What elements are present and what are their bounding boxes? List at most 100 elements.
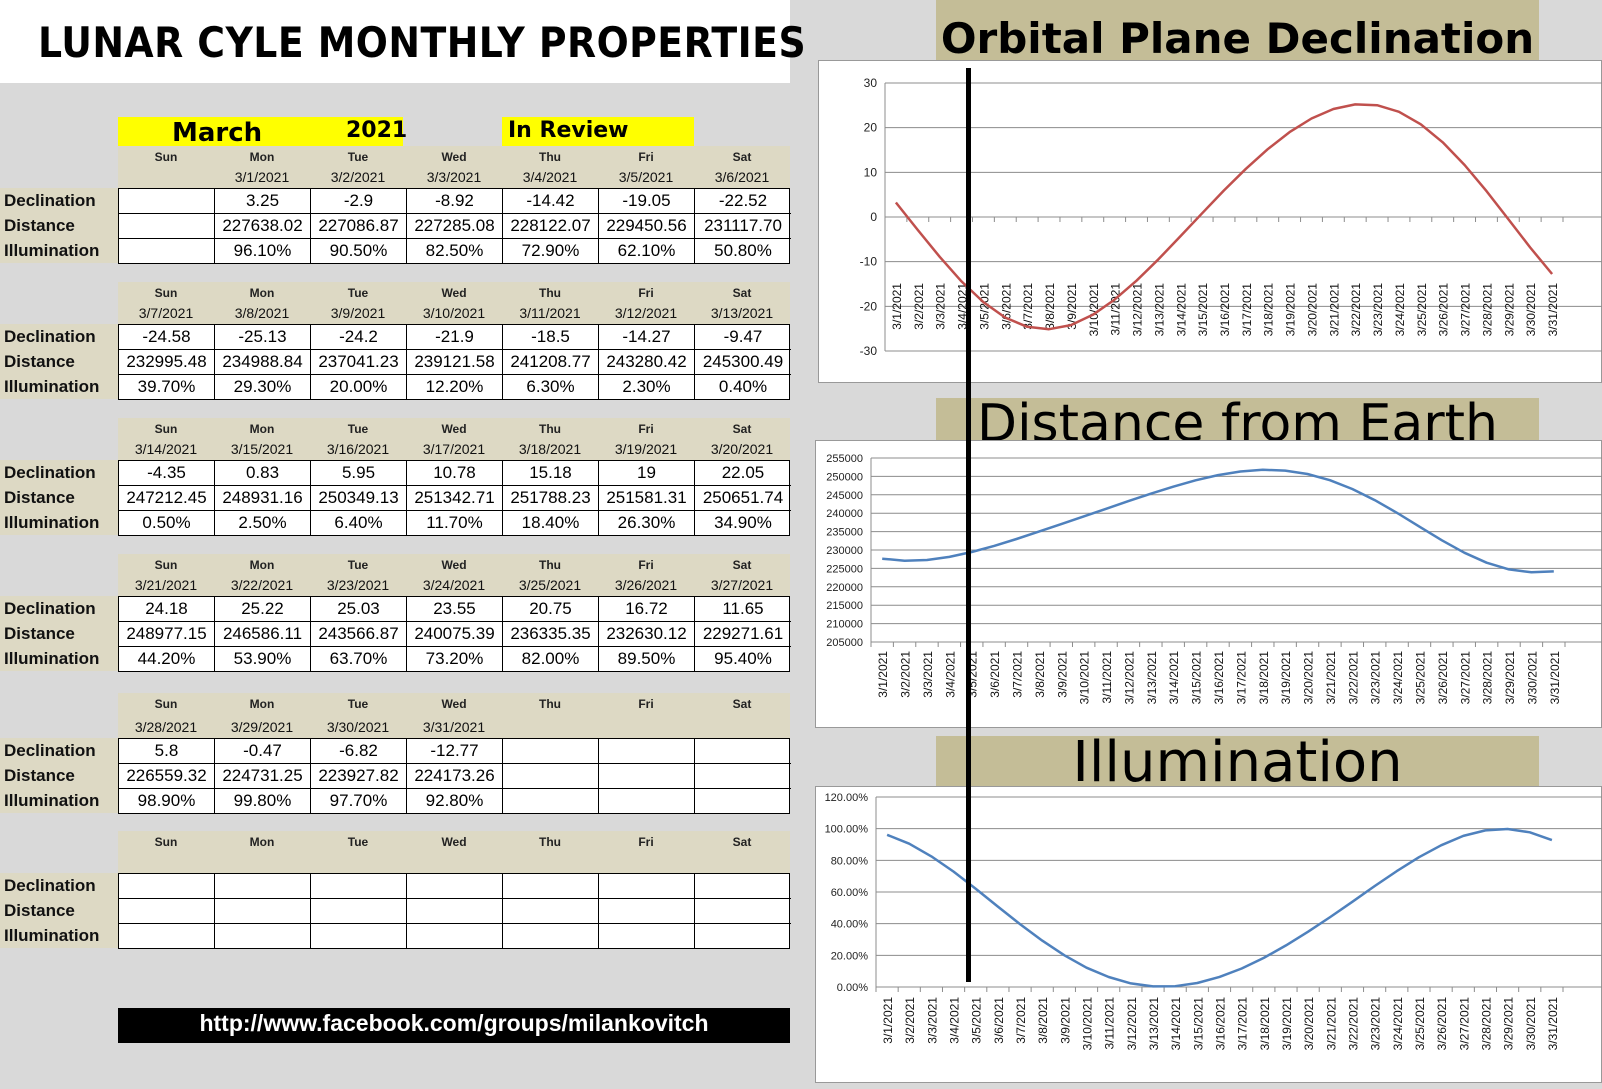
x-tick-label: 3/3/2021 (934, 283, 948, 330)
declination-cell (311, 874, 407, 899)
x-tick-label: 3/24/2021 (1391, 651, 1405, 705)
x-tick-label: 3/25/2021 (1413, 651, 1427, 705)
x-tick-label: 3/25/2021 (1415, 283, 1429, 337)
day-date: 3/18/2021 (518, 441, 582, 457)
declination-cell (119, 189, 215, 214)
y-tick-label: -10 (860, 255, 878, 269)
day-name: Sat (732, 286, 752, 300)
day-name: Mon (249, 558, 275, 572)
x-tick-label: 3/1/2021 (876, 651, 890, 698)
illumination-cell: 2.30% (599, 375, 695, 400)
day-name: Wed (441, 558, 467, 572)
x-tick-label: 3/14/2021 (1169, 997, 1183, 1051)
day-name: Sat (732, 558, 752, 572)
row-label-declination: Declination (0, 324, 118, 349)
day-date: 3/15/2021 (230, 441, 294, 457)
row-label-illumination: Illumination (0, 646, 118, 671)
x-tick-label: 3/10/2021 (1087, 283, 1101, 337)
x-tick-label: 3/11/2021 (1103, 997, 1117, 1050)
illumination-cell (215, 924, 311, 949)
y-tick-label: 120.00% (825, 792, 869, 804)
distance-title-box (936, 398, 1539, 440)
y-tick-label: 205000 (826, 637, 863, 649)
day-name: Wed (441, 422, 467, 436)
x-tick-label: 3/27/2021 (1457, 997, 1471, 1051)
x-tick-label: 3/6/2021 (999, 283, 1013, 330)
distance-cell (695, 899, 791, 924)
illumination-cell (311, 924, 407, 949)
y-tick-label: -30 (860, 344, 878, 358)
y-tick-label: 80.00% (831, 855, 869, 867)
declination-cell: 11.65 (695, 597, 791, 622)
declination-cell: 20.75 (503, 597, 599, 622)
illumination-cell: 90.50% (311, 239, 407, 264)
x-tick-label: 3/5/2021 (970, 997, 984, 1044)
distance-cell: 245300.49 (695, 350, 791, 375)
declination-cell: -8.92 (407, 189, 503, 214)
x-tick-label: 3/30/2021 (1524, 997, 1538, 1051)
day-date: 3/11/2021 (519, 305, 581, 321)
declination-cell: -4.35 (119, 461, 215, 486)
x-tick-label: 3/28/2021 (1480, 283, 1494, 337)
month-highlight (118, 117, 403, 146)
distance-cell: 224731.25 (215, 764, 311, 789)
distance-cell: 243280.42 (599, 350, 695, 375)
declination-cell: 3.25 (215, 189, 311, 214)
day-name: Tue (347, 558, 369, 572)
distance-cell (503, 899, 599, 924)
week-header (118, 554, 790, 596)
y-tick-label: 255000 (826, 453, 863, 465)
x-tick-label: 3/30/2021 (1524, 283, 1538, 337)
declination-cell: -24.58 (119, 325, 215, 350)
row-label-illumination: Illumination (0, 923, 118, 948)
x-tick-label: 3/12/2021 (1125, 997, 1139, 1051)
distance-chart-svg: 255000 250000 245000 240000 235000 230000 2250… (826, 453, 1602, 705)
x-tick-label: 3/8/2021 (1036, 997, 1050, 1044)
distance-cell: 226559.32 (119, 764, 215, 789)
x-tick-label: 3/8/2021 (1033, 651, 1047, 698)
distance-cell (119, 899, 215, 924)
x-tick-label: 3/20/2021 (1302, 997, 1316, 1051)
distance-cell (503, 764, 599, 789)
distance-cell: 251581.31 (599, 486, 695, 511)
x-tick-label: 3/31/2021 (1546, 997, 1560, 1051)
x-tick-label: 3/7/2021 (1021, 283, 1035, 330)
illumination-cell: 29.30% (215, 375, 311, 400)
distance-cell: 237041.23 (311, 350, 407, 375)
week-values-grid: -4.35 0.83 5.95 10.78 15.18 19 22.05 247212.45 2… (118, 460, 791, 536)
distance-cell: 240075.39 (407, 622, 503, 647)
illumination-chart-svg: 120.00% 100.00% 80.00% 60.00% 40.00% 20.00% 0.… (825, 792, 1602, 1051)
illumination-cell: 50.80% (714, 241, 772, 260)
illumination-cell: 73.20% (407, 647, 503, 672)
x-tick-label: 3/14/2021 (1167, 651, 1181, 705)
day-name: Sat (732, 150, 752, 164)
row-label-illumination: Illumination (0, 374, 118, 399)
day-date: 3/31/2021 (422, 719, 486, 735)
declination-cell: -14.42 (503, 189, 599, 214)
row-label-declination: Declination (0, 873, 118, 898)
x-tick-label: 3/4/2021 (948, 997, 962, 1044)
row-label-distance: Distance (0, 213, 118, 238)
day-name: Fri (638, 150, 654, 164)
declination-cell: 16.72 (599, 597, 695, 622)
declination-cell (407, 874, 503, 899)
day-date: 3/7/2021 (138, 305, 194, 321)
y-tick-label: 0 (870, 210, 877, 224)
x-tick-label: 3/16/2021 (1212, 651, 1226, 705)
declination-cell (695, 874, 791, 899)
y-tick-label: 210000 (826, 619, 863, 631)
x-tick-label: 3/10/2021 (1078, 651, 1092, 705)
row-label-distance: Distance (0, 898, 118, 923)
declination-cell: -2.9 (311, 189, 407, 214)
x-tick-label: 3/26/2021 (1437, 283, 1451, 337)
illumination-title-box (936, 736, 1539, 788)
group-url[interactable]: http://www.facebook.com/groups/milankovi… (199, 1010, 709, 1036)
day-date: 3/8/2021 (234, 305, 290, 321)
day-name: Tue (347, 422, 369, 436)
illumination-cell: 34.90% (714, 513, 772, 532)
day-date: 3/12/2021 (614, 305, 678, 321)
x-tick-label: 3/19/2021 (1284, 283, 1298, 337)
distance-cell: 231117.70 (695, 214, 791, 239)
x-tick-label: 3/15/2021 (1190, 651, 1204, 705)
declination-cell: 5.8 (119, 739, 215, 764)
